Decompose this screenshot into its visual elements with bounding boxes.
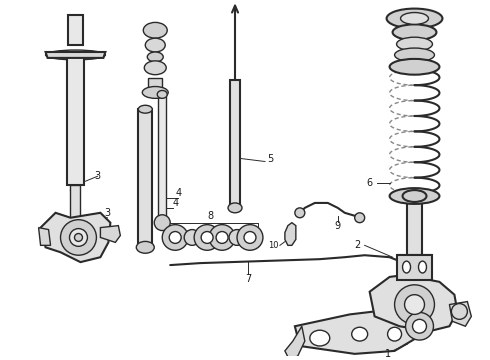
Polygon shape [285, 223, 296, 246]
Ellipse shape [201, 231, 213, 243]
Ellipse shape [310, 330, 330, 346]
Polygon shape [285, 326, 305, 360]
Ellipse shape [147, 52, 163, 62]
Polygon shape [39, 228, 50, 246]
Ellipse shape [405, 295, 424, 314]
Ellipse shape [154, 215, 170, 230]
Bar [158, 94, 166, 223]
Ellipse shape [355, 213, 365, 223]
Ellipse shape [169, 231, 181, 243]
Ellipse shape [244, 231, 256, 243]
Ellipse shape [145, 38, 165, 52]
Text: 4: 4 [175, 188, 181, 198]
Ellipse shape [403, 190, 426, 202]
Ellipse shape [61, 220, 97, 255]
Text: 5: 5 [267, 153, 273, 163]
Ellipse shape [70, 229, 87, 246]
Ellipse shape [229, 230, 245, 246]
Ellipse shape [295, 208, 305, 218]
Polygon shape [41, 213, 110, 262]
Bar [148, 78, 162, 87]
Polygon shape [449, 302, 471, 326]
Text: 8: 8 [207, 211, 213, 221]
Bar [396, 255, 433, 280]
Ellipse shape [451, 303, 467, 319]
Text: 3: 3 [95, 171, 100, 181]
Ellipse shape [142, 86, 168, 98]
Ellipse shape [392, 24, 437, 40]
Ellipse shape [228, 203, 242, 213]
Text: 3: 3 [104, 208, 110, 218]
Ellipse shape [400, 13, 428, 24]
Bar [230, 80, 240, 208]
Text: 7: 7 [245, 274, 251, 284]
Ellipse shape [216, 231, 228, 243]
Ellipse shape [194, 225, 220, 250]
Bar [71, 185, 80, 244]
Ellipse shape [388, 327, 401, 341]
Ellipse shape [144, 61, 166, 75]
Ellipse shape [413, 319, 426, 333]
Polygon shape [100, 226, 121, 242]
Ellipse shape [74, 234, 82, 242]
Ellipse shape [143, 22, 167, 38]
Ellipse shape [390, 59, 440, 75]
Ellipse shape [394, 48, 435, 62]
Ellipse shape [184, 230, 200, 246]
Ellipse shape [209, 225, 235, 250]
Polygon shape [46, 52, 105, 58]
Polygon shape [295, 309, 419, 354]
Ellipse shape [394, 285, 435, 324]
Text: 9: 9 [335, 221, 341, 231]
Ellipse shape [390, 188, 440, 204]
Polygon shape [369, 275, 457, 331]
Text: 2: 2 [355, 240, 361, 250]
Ellipse shape [138, 105, 152, 113]
Text: 10: 10 [268, 241, 278, 250]
Ellipse shape [352, 327, 368, 341]
Ellipse shape [396, 37, 433, 51]
Bar [410, 280, 419, 329]
Ellipse shape [406, 312, 434, 340]
Ellipse shape [387, 9, 442, 28]
Ellipse shape [418, 261, 426, 273]
Ellipse shape [136, 242, 154, 253]
Ellipse shape [162, 225, 188, 250]
Ellipse shape [46, 50, 105, 60]
Ellipse shape [403, 261, 411, 273]
Bar [68, 15, 83, 45]
Bar [138, 109, 152, 247]
Bar [407, 196, 422, 255]
Ellipse shape [237, 225, 263, 250]
Text: 6: 6 [367, 178, 373, 188]
Text: 1: 1 [385, 349, 391, 359]
Text: 4: 4 [172, 198, 178, 208]
Bar [215, 233, 235, 242]
Ellipse shape [157, 90, 167, 98]
Bar [67, 52, 84, 185]
